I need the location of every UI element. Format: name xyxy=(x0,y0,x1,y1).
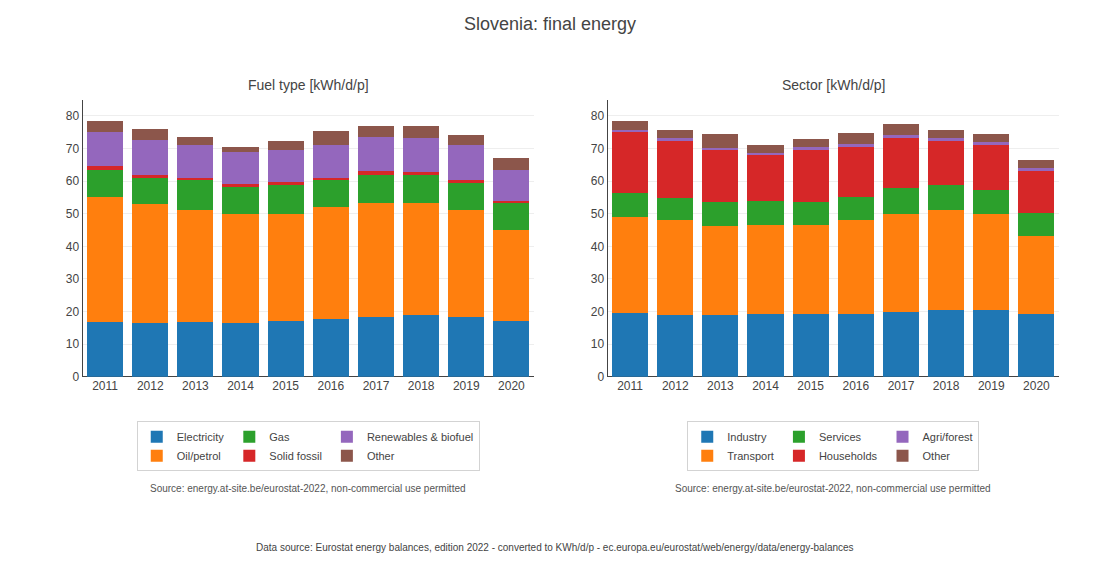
svg-text:2013: 2013 xyxy=(182,379,209,393)
svg-text:50: 50 xyxy=(591,207,605,221)
svg-text:Data source: Eurostat energy b: Data source: Eurostat energy balances, e… xyxy=(256,542,854,553)
svg-text:2017: 2017 xyxy=(363,379,390,393)
svg-text:30: 30 xyxy=(591,272,605,286)
svg-text:10: 10 xyxy=(591,337,605,351)
svg-text:2014: 2014 xyxy=(227,379,254,393)
svg-text:Solid fossil: Solid fossil xyxy=(269,450,322,462)
svg-text:40: 40 xyxy=(591,240,605,254)
svg-text:70: 70 xyxy=(591,142,605,156)
svg-text:Services: Services xyxy=(819,431,862,443)
svg-text:2012: 2012 xyxy=(662,379,689,393)
svg-text:Renewables & biofuel: Renewables & biofuel xyxy=(367,431,473,443)
svg-text:2018: 2018 xyxy=(408,379,435,393)
svg-text:70: 70 xyxy=(66,142,80,156)
svg-text:Agri/forest: Agri/forest xyxy=(923,431,973,443)
svg-text:20: 20 xyxy=(591,305,605,319)
svg-text:Households: Households xyxy=(819,450,878,462)
svg-text:2019: 2019 xyxy=(978,379,1005,393)
svg-text:2013: 2013 xyxy=(707,379,734,393)
svg-text:80: 80 xyxy=(66,109,80,123)
svg-text:20: 20 xyxy=(66,305,80,319)
svg-text:2018: 2018 xyxy=(933,379,960,393)
svg-text:2012: 2012 xyxy=(137,379,164,393)
svg-text:80: 80 xyxy=(591,109,605,123)
svg-text:Electricity: Electricity xyxy=(177,431,225,443)
svg-text:2015: 2015 xyxy=(272,379,299,393)
svg-text:Fuel type [kWh/d/p]: Fuel type [kWh/d/p] xyxy=(248,77,369,93)
svg-text:2014: 2014 xyxy=(752,379,779,393)
svg-text:Slovenia: final energy: Slovenia: final energy xyxy=(464,14,636,34)
svg-text:30: 30 xyxy=(66,272,80,286)
svg-text:2016: 2016 xyxy=(842,379,869,393)
svg-text:0: 0 xyxy=(597,370,604,384)
svg-text:2011: 2011 xyxy=(92,379,118,393)
svg-text:40: 40 xyxy=(66,240,80,254)
svg-text:2011: 2011 xyxy=(617,379,643,393)
svg-text:60: 60 xyxy=(66,174,80,188)
svg-text:Other: Other xyxy=(367,450,395,462)
svg-text:Oil/petrol: Oil/petrol xyxy=(177,450,221,462)
svg-text:2020: 2020 xyxy=(1023,379,1050,393)
svg-text:2020: 2020 xyxy=(498,379,525,393)
svg-text:50: 50 xyxy=(66,207,80,221)
svg-text:60: 60 xyxy=(591,174,605,188)
svg-text:10: 10 xyxy=(66,337,80,351)
svg-text:2016: 2016 xyxy=(317,379,344,393)
svg-text:Industry: Industry xyxy=(727,431,767,443)
svg-text:Gas: Gas xyxy=(269,431,290,443)
svg-text:2019: 2019 xyxy=(453,379,480,393)
svg-text:Other: Other xyxy=(923,450,951,462)
svg-text:2017: 2017 xyxy=(888,379,915,393)
svg-text:Sector [kWh/d/p]: Sector [kWh/d/p] xyxy=(782,77,885,93)
svg-text:0: 0 xyxy=(72,370,79,384)
svg-text:2015: 2015 xyxy=(797,379,824,393)
svg-text:Transport: Transport xyxy=(727,450,774,462)
svg-text:Source: energy.at-site.be/euro: Source: energy.at-site.be/eurostat-2022,… xyxy=(150,483,466,494)
svg-text:Source: energy.at-site.be/euro: Source: energy.at-site.be/eurostat-2022,… xyxy=(675,483,991,494)
